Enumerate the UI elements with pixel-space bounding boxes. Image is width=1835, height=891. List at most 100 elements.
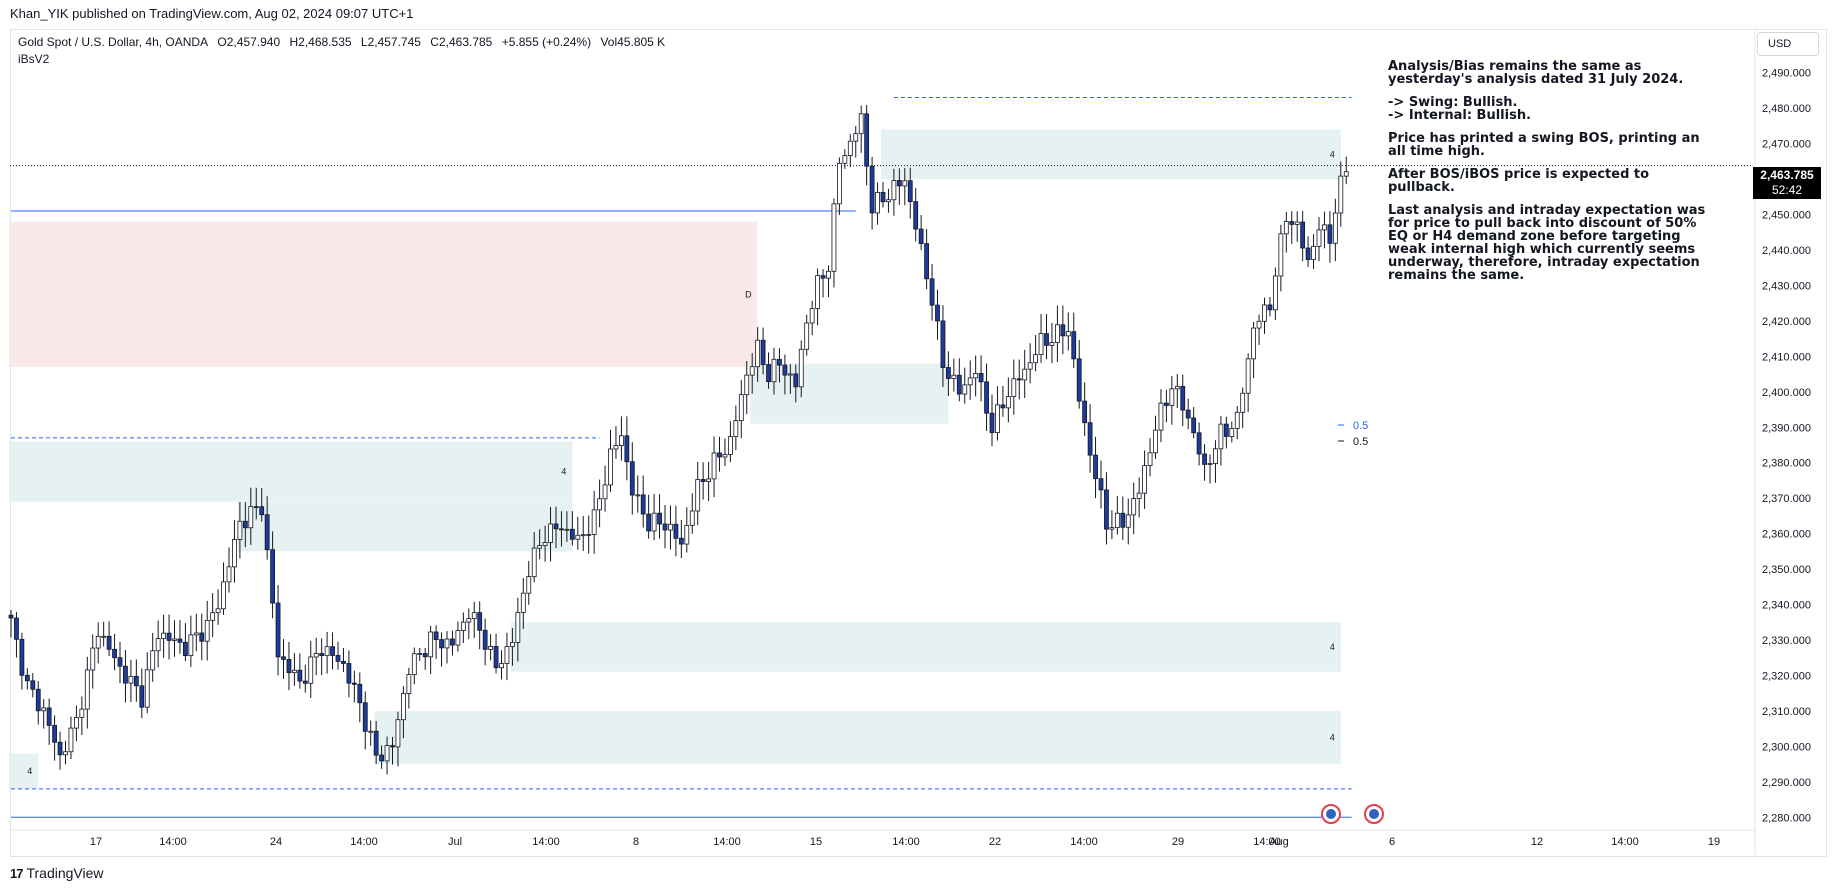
candle-body — [651, 512, 657, 532]
candle-body — [526, 576, 532, 594]
candle-body — [875, 191, 880, 214]
candle-body — [390, 745, 395, 748]
zone-demand-5 — [9, 753, 39, 789]
candle-body — [1164, 402, 1169, 406]
candle-body — [14, 617, 19, 640]
candle-body — [1044, 333, 1049, 346]
candle-body — [237, 520, 243, 540]
candle-body — [1262, 304, 1267, 322]
candle-body — [226, 566, 232, 583]
candle-body — [831, 203, 837, 272]
y-tick-label: 2,430.000 — [1762, 280, 1811, 292]
y-tick-label: 2,350.000 — [1762, 564, 1811, 576]
candle-body — [1240, 392, 1246, 413]
candle-body — [1174, 386, 1180, 390]
candle-body — [204, 619, 210, 642]
candle-body — [924, 243, 929, 280]
y-tick-label: 2,410.000 — [1762, 351, 1811, 363]
candle-body — [580, 534, 586, 537]
candle-body — [341, 661, 346, 664]
candle-body — [749, 366, 755, 376]
candle-body — [815, 275, 820, 309]
candle-body — [1223, 423, 1229, 437]
candle-body — [837, 162, 842, 205]
candle-body — [188, 634, 194, 657]
candle-body — [444, 638, 450, 649]
candle-body — [24, 674, 30, 682]
candle-body — [84, 669, 90, 710]
candle-body — [504, 646, 510, 664]
candle-body — [166, 632, 172, 641]
candle-body — [193, 632, 199, 636]
event-flag-center-icon — [1326, 809, 1336, 819]
candle-body — [411, 653, 417, 676]
candle-body — [1305, 247, 1311, 260]
candle-body — [1234, 411, 1240, 429]
candle-body — [1245, 358, 1251, 394]
candle-body — [210, 612, 216, 621]
candle-body — [1191, 417, 1197, 434]
candle-body — [738, 394, 744, 422]
candle-body — [913, 201, 919, 230]
candle-body — [842, 155, 848, 164]
candle-body — [624, 435, 630, 463]
zone-demand-1 — [9, 441, 573, 502]
candle-body — [1104, 489, 1109, 530]
candle-body — [1218, 423, 1224, 450]
candle-body — [1000, 404, 1006, 409]
y-tick-label: 2,370.000 — [1762, 493, 1811, 505]
candle-body — [629, 461, 635, 496]
candle-body — [433, 631, 439, 640]
candle-body — [564, 528, 570, 531]
candle-body — [1114, 512, 1120, 529]
candle-body — [1016, 378, 1022, 381]
candle-body — [1338, 175, 1344, 214]
candle-body — [1180, 386, 1186, 411]
candle-body — [569, 528, 575, 540]
x-tick-label: 17 — [90, 836, 102, 848]
x-tick-label: 8 — [633, 836, 639, 848]
candle-body — [591, 509, 597, 535]
tradingview-logo[interactable]: 17 TradingView — [10, 865, 104, 881]
candle-body — [940, 320, 946, 368]
symbol-name[interactable]: Gold Spot / U.S. Dollar, 4h, OANDA — [18, 35, 209, 49]
candle-body — [1343, 171, 1349, 177]
candle-body — [951, 374, 957, 379]
candle-body — [995, 404, 1000, 434]
candle-body — [962, 384, 968, 395]
candle-body — [559, 528, 564, 531]
candle-body — [766, 364, 771, 383]
candle-body — [1131, 498, 1137, 516]
candle-body — [706, 478, 711, 482]
candle-body — [1027, 362, 1033, 370]
candle-body — [30, 680, 36, 690]
candle-body — [646, 513, 652, 532]
x-tick-label: 14:00 — [1070, 836, 1098, 848]
candle-body — [984, 381, 989, 414]
analysis-paragraph-0: Analysis/Bias remains the same as yester… — [1388, 59, 1684, 87]
volume-value: Vol45.805 K — [600, 35, 666, 49]
candle-body — [602, 484, 608, 500]
event-flag-center-icon — [1369, 809, 1379, 819]
currency-button[interactable]: USD — [1757, 32, 1819, 56]
candle-body — [553, 523, 559, 530]
y-tick-label: 2,290.000 — [1762, 777, 1811, 789]
candle-body — [106, 635, 112, 650]
analysis-paragraph-3: After BOS/iBOS price is expected to pull… — [1388, 167, 1650, 195]
candle-body — [777, 358, 782, 366]
candle-body — [488, 646, 494, 650]
candle-body — [1283, 221, 1289, 235]
candle-body — [1153, 429, 1158, 454]
candle-body — [929, 278, 935, 306]
candle-body — [1256, 320, 1262, 329]
y-tick-label: 2,450.000 — [1762, 210, 1811, 222]
candle-body — [1267, 304, 1273, 311]
x-tick-label: 14:00 — [350, 836, 378, 848]
indicator-label[interactable]: iBsV2 — [18, 52, 50, 66]
x-tick-label: 29 — [1172, 836, 1184, 848]
candle-body — [460, 621, 466, 631]
candle-body — [139, 685, 145, 708]
candle-body — [259, 506, 265, 516]
candle-body — [400, 693, 406, 721]
